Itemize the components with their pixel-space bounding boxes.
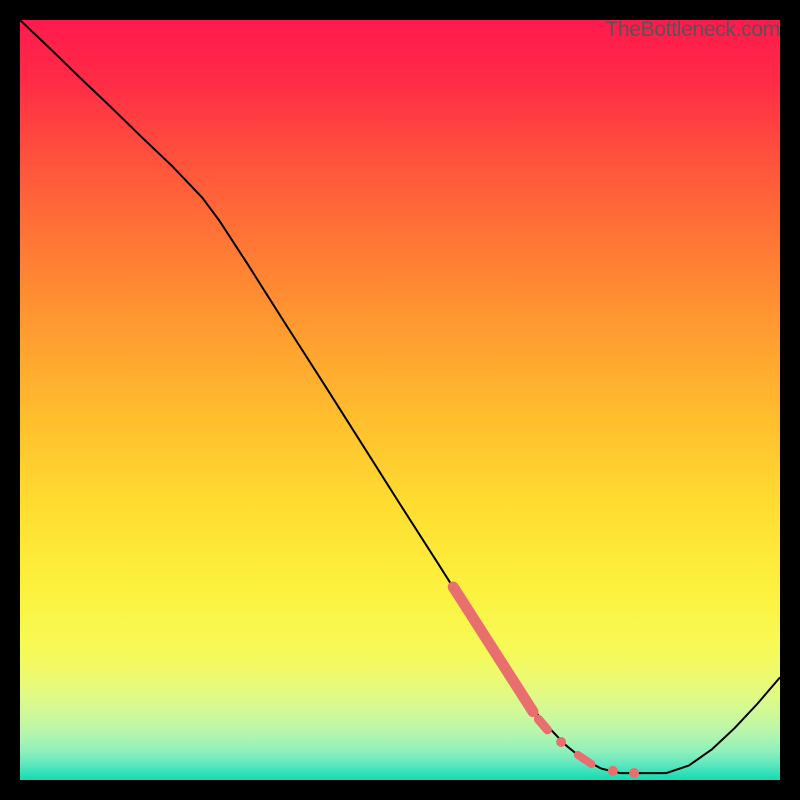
gradient-background <box>20 20 780 780</box>
marker-dot <box>629 768 639 778</box>
bottleneck-chart-svg <box>20 20 780 780</box>
marker-dot <box>608 766 618 776</box>
marker-dot <box>556 737 566 747</box>
watermark-text: TheBottleneck.com <box>605 18 780 42</box>
plot-area: TheBottleneck.com <box>20 20 780 780</box>
chart-container: TheBottleneck.com <box>0 0 800 800</box>
